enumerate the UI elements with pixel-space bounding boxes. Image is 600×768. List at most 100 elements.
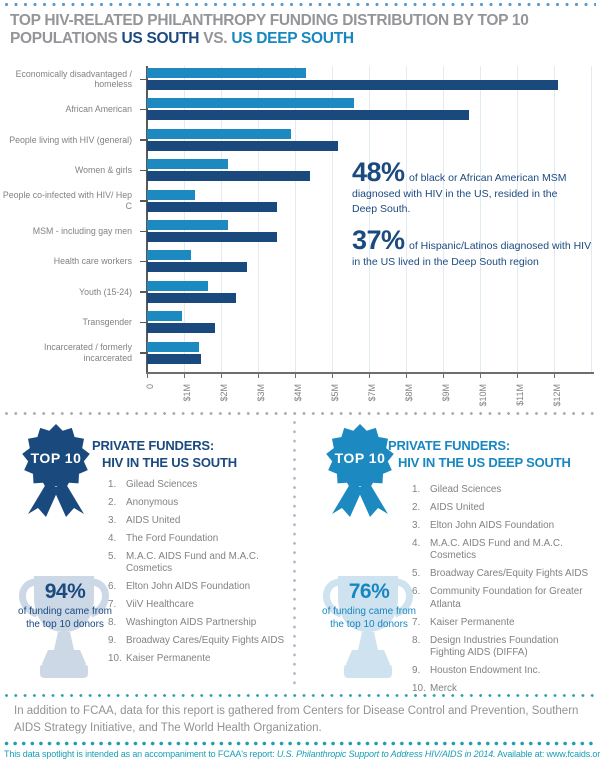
footer-divider-top <box>4 693 596 698</box>
funder-item: M.A.C. AIDS Fund and M.A.C. Cosmetics <box>126 550 259 575</box>
badge-ribbon-left <box>28 484 59 517</box>
title-populations: POPULATIONS <box>10 30 122 48</box>
deep-south-stat-pct: 76% <box>348 580 390 603</box>
x-tick-mark <box>331 372 333 378</box>
south-heading: PRIVATE FUNDERS: HIV IN THE US SOUTH <box>92 438 292 472</box>
gridline <box>184 66 185 372</box>
x-tick-label: $3M <box>256 384 266 402</box>
badge-starburst-icon <box>22 424 90 491</box>
south-funders-list: Gilead Sciences Anonymous AIDS United The F… <box>108 479 295 671</box>
x-tick-label: $12M <box>552 384 562 407</box>
gridline <box>332 66 333 372</box>
page-title: TOP HIV-RELATED PHILANTHROPY FUNDING DIS… <box>10 12 595 49</box>
funder-item: Design Industries Foundation Fighting AI… <box>430 634 559 659</box>
bar-south <box>147 171 310 182</box>
funder-item: Gilead Sciences <box>126 479 198 490</box>
report-title: U.S. Philanthropic Support to Address HI… <box>276 749 496 759</box>
funder-item: AIDS United <box>126 514 181 526</box>
category-label: Youth (15-24) <box>79 286 132 297</box>
bar-deep-south <box>147 128 292 139</box>
funder-item: The Ford Foundation <box>126 532 219 544</box>
south-stat-pct: 94% <box>44 580 86 603</box>
chart-plot-area: 48% of black or African American MSM dia… <box>145 66 594 407</box>
data-sources-note: In addition to FCAA, data for this repor… <box>14 705 579 734</box>
x-axis-line <box>146 372 594 374</box>
category-tick-mark <box>140 169 147 172</box>
bar-south <box>147 323 216 334</box>
x-tick-mark <box>405 372 407 378</box>
callout-37pct: 37% of Hispanic/Latinos diagnosed with H… <box>352 227 592 269</box>
callout-37pct-stat: 37% <box>352 225 405 255</box>
callout-37pct-text: of Hispanic/Latinos diagnosed with HIV i… <box>352 240 592 268</box>
x-tick-mark <box>516 372 518 378</box>
gridline <box>591 66 592 372</box>
y-axis-line <box>146 66 148 373</box>
bar-south <box>147 292 236 303</box>
gridline <box>554 66 555 372</box>
title-vs: VS. <box>199 30 232 48</box>
funder-item: Kaiser Permanente <box>430 616 515 628</box>
callout-48pct: 48% of black or African American MSM dia… <box>352 159 582 217</box>
category-tick-mark <box>140 108 147 111</box>
south-heading-line2: HIV IN THE US SOUTH <box>102 454 237 470</box>
deep-south-stat-block: 76% of funding came from the top 10 dono… <box>314 580 424 631</box>
gridline <box>406 66 407 372</box>
category-tick-mark <box>140 291 147 293</box>
x-tick-label: 0 <box>145 384 155 390</box>
deep-south-heading: PRIVATE FUNDERS: HIV IN THE US DEEP SOUT… <box>388 438 593 472</box>
x-tick-mark <box>146 372 148 378</box>
gridline <box>517 66 518 372</box>
bar-deep-south <box>147 159 229 170</box>
gridline <box>258 66 259 372</box>
funder-item: AIDS United <box>430 501 485 513</box>
x-tick-mark <box>294 372 296 378</box>
bar-deep-south <box>147 280 209 291</box>
category-label: Transgender <box>82 317 132 328</box>
top10-badge-deep-south: TOP 10 <box>326 424 394 517</box>
bar-deep-south <box>147 98 355 109</box>
category-label: African American <box>65 104 133 115</box>
badge-ribbon-right <box>53 484 84 517</box>
category-tick-mark <box>140 230 147 232</box>
bar-south <box>147 140 338 151</box>
funder-item: Kaiser Permanente <box>126 653 211 665</box>
deep-south-heading-line2: HIV IN THE US DEEP SOUTH <box>398 454 571 470</box>
deep-south-stat-caption: of funding came from the top 10 donors <box>322 606 416 631</box>
category-tick-mark <box>140 321 147 324</box>
page-title-line1: TOP HIV-RELATED PHILANTHROPY FUNDING DIS… <box>10 12 529 29</box>
resource-link[interactable]: www.fcaids.org/resourcetracking <box>546 749 600 759</box>
funder-item: Elton John AIDS Foundation <box>430 519 555 531</box>
x-tick-label: $10M <box>478 384 488 407</box>
section-divider <box>4 411 596 416</box>
gridline <box>221 66 222 372</box>
category-label: People living with HIV (general) <box>9 134 132 145</box>
category-label: Economically disadvantaged / homeless <box>15 68 132 89</box>
trophy-icon-south <box>19 576 109 678</box>
bar-south <box>147 232 277 242</box>
deep-south-heading-line1: PRIVATE FUNDERS: <box>388 438 510 453</box>
x-tick-mark <box>553 372 555 378</box>
x-tick-label: $7M <box>367 384 377 402</box>
funder-item: Broadway Cares/Equity Fights AIDS <box>126 635 285 647</box>
trophy-icon-deep-south <box>323 576 413 678</box>
category-tick-mark <box>140 260 147 263</box>
category-label: Incarcerated / formerly incarcerated <box>44 342 132 363</box>
funder-item: Washington AIDS Partnership <box>126 617 257 629</box>
funder-item: Merck <box>430 683 457 695</box>
gridline <box>443 66 444 372</box>
badge-label: TOP 10 <box>31 450 82 466</box>
callout-48pct-stat: 48% <box>352 157 405 187</box>
gridline <box>369 66 370 372</box>
x-tick-mark <box>220 372 222 378</box>
x-tick-label: $11M <box>515 384 525 406</box>
badge-starburst-icon <box>326 424 394 491</box>
south-heading-line1: PRIVATE FUNDERS: <box>92 438 214 453</box>
title-us-deep-south: US DEEP SOUTH <box>231 30 354 48</box>
category-tick-mark <box>140 352 147 354</box>
funder-item: Elton John AIDS Foundation <box>126 581 251 593</box>
funder-item: Community Foundation for Greater Atlanta <box>430 586 583 610</box>
category-label: Women & girls <box>74 165 132 176</box>
funder-item: Houston Endowment Inc. <box>430 665 541 677</box>
funder-item: Gilead Sciences <box>430 484 502 495</box>
